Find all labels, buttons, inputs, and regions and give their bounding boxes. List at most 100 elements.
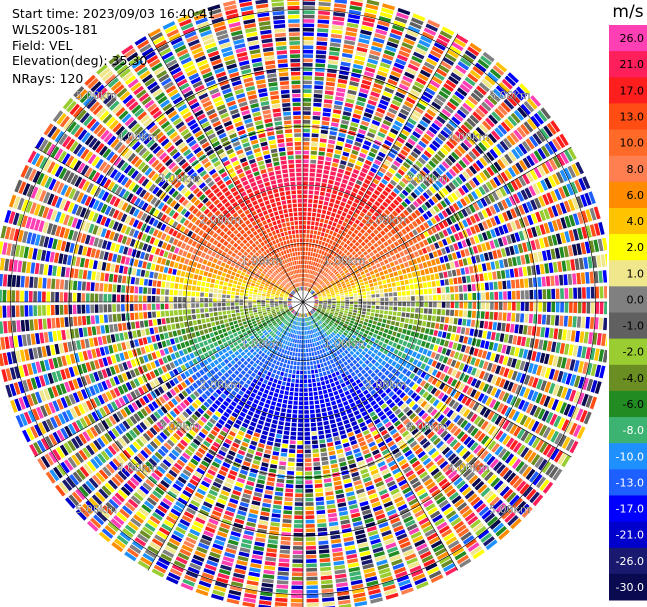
velocity-cell xyxy=(314,479,322,484)
velocity-cell xyxy=(295,489,303,493)
velocity-cell xyxy=(304,423,310,427)
velocity-cell xyxy=(382,332,387,338)
velocity-cell xyxy=(318,536,328,541)
velocity-cell xyxy=(484,195,492,205)
velocity-cell xyxy=(498,302,503,311)
velocity-cell xyxy=(341,265,346,270)
velocity-cell xyxy=(309,339,312,343)
velocity-cell xyxy=(336,307,340,310)
velocity-cell xyxy=(303,379,308,384)
velocity-cell xyxy=(389,325,395,331)
velocity-cell xyxy=(307,343,311,348)
velocity-cell xyxy=(491,111,502,122)
velocity-cell xyxy=(336,300,341,302)
velocity-cell xyxy=(586,287,591,299)
velocity-cell xyxy=(480,55,492,66)
velocity-cell xyxy=(412,229,418,236)
velocity-cell xyxy=(315,288,319,292)
velocity-cell xyxy=(334,3,347,9)
velocity-cell xyxy=(407,92,418,101)
velocity-cell xyxy=(378,331,383,336)
velocity-cell xyxy=(382,248,388,254)
velocity-cell xyxy=(583,257,589,269)
velocity-cell xyxy=(446,294,450,301)
velocity-cell xyxy=(513,109,525,121)
velocity-cell xyxy=(446,332,451,340)
velocity-cell xyxy=(308,334,311,339)
velocity-cell xyxy=(428,160,437,169)
velocity-cell xyxy=(348,220,354,226)
velocity-cell xyxy=(339,263,344,268)
velocity-cell xyxy=(452,342,458,350)
velocity-cell xyxy=(308,383,312,388)
velocity-cell xyxy=(447,154,457,164)
velocity-cell xyxy=(543,125,553,138)
velocity-cell xyxy=(430,226,437,234)
velocity-cell xyxy=(250,558,262,565)
velocity-cell xyxy=(269,405,275,410)
velocity-cell xyxy=(304,318,306,322)
velocity-cell xyxy=(461,276,467,284)
velocity-cell xyxy=(342,474,351,480)
velocity-cell xyxy=(331,274,335,278)
velocity-cell xyxy=(408,336,414,343)
velocity-cell xyxy=(567,165,576,178)
velocity-cell xyxy=(366,200,373,207)
velocity-cell xyxy=(392,331,397,337)
velocity-cell xyxy=(316,249,320,254)
velocity-cell xyxy=(293,405,298,410)
velocity-cell xyxy=(317,285,321,289)
velocity-cell xyxy=(300,322,302,326)
velocity-cell xyxy=(306,361,310,366)
velocity-cell xyxy=(420,137,430,145)
velocity-cell xyxy=(259,595,272,601)
velocity-cell xyxy=(364,353,370,359)
velocity-cell xyxy=(324,398,330,403)
velocity-cell xyxy=(276,584,289,589)
velocity-cell xyxy=(332,275,337,280)
velocity-cell xyxy=(338,250,343,255)
velocity-cell xyxy=(444,340,450,347)
velocity-cell xyxy=(318,368,322,373)
velocity-cell xyxy=(360,148,369,155)
velocity-cell xyxy=(475,339,481,347)
velocity-cell xyxy=(309,284,312,288)
velocity-cell xyxy=(507,151,517,162)
velocity-cell xyxy=(316,278,320,282)
velocity-cell xyxy=(303,89,312,93)
velocity-cell xyxy=(466,117,477,128)
velocity-cell xyxy=(570,259,576,271)
velocity-cell xyxy=(407,195,415,202)
velocity-cell xyxy=(309,238,313,243)
velocity-cell xyxy=(322,116,330,122)
velocity-cell xyxy=(463,139,473,149)
velocity-cell xyxy=(333,154,341,159)
velocity-cell xyxy=(307,256,310,260)
velocity-cell xyxy=(580,272,586,284)
velocity-cell xyxy=(409,89,420,97)
velocity-cell xyxy=(426,321,431,328)
velocity-cell xyxy=(314,395,319,400)
velocity-cell xyxy=(309,352,312,357)
velocity-cell xyxy=(322,205,328,210)
velocity-cell xyxy=(396,12,409,20)
velocity-cell xyxy=(430,322,436,329)
velocity-cell xyxy=(382,201,389,208)
velocity-cell xyxy=(306,589,319,594)
velocity-cell xyxy=(317,273,321,278)
velocity-cell xyxy=(479,253,485,262)
velocity-cell xyxy=(482,154,492,164)
velocity-cell xyxy=(367,276,372,280)
velocity-cell xyxy=(316,37,328,42)
velocity-cell xyxy=(431,46,444,55)
velocity-cell xyxy=(308,260,312,265)
velocity-cell xyxy=(332,189,338,195)
velocity-cell xyxy=(486,166,495,177)
velocity-cell xyxy=(468,165,478,175)
velocity-cell xyxy=(293,361,297,366)
velocity-cell xyxy=(365,315,370,319)
velocity-cell xyxy=(510,180,519,191)
velocity-cell xyxy=(378,182,386,189)
velocity-cell xyxy=(365,287,370,292)
velocity-cell xyxy=(404,198,411,205)
